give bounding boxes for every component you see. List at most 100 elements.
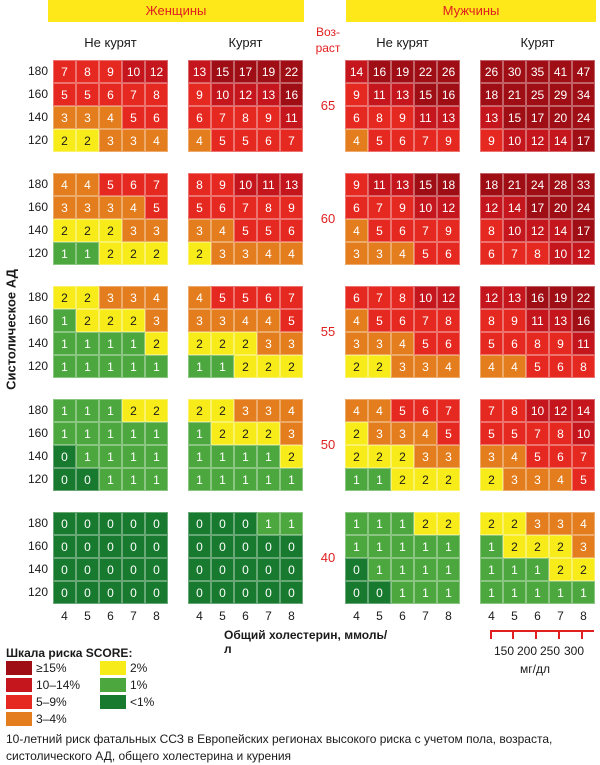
- risk-cell: 0: [99, 535, 122, 558]
- risk-cell: 1: [99, 332, 122, 355]
- risk-cell: 6: [99, 83, 122, 106]
- risk-cell: 1: [234, 468, 257, 491]
- men-banner: Мужчины: [346, 0, 596, 22]
- risk-cell: 2: [280, 355, 303, 378]
- chol-tick-label: 7: [130, 609, 137, 623]
- risk-cell: 2: [437, 468, 460, 491]
- risk-cell: 5: [437, 422, 460, 445]
- risk-cell: 0: [145, 558, 168, 581]
- chol-tick-label: 7: [557, 609, 564, 623]
- risk-cell: 12: [437, 286, 460, 309]
- risk-cell: 8: [503, 399, 526, 422]
- risk-cell: 25: [526, 83, 549, 106]
- risk-cell: 10: [234, 173, 257, 196]
- risk-cell: 3: [280, 422, 303, 445]
- risk-cell: 3: [480, 445, 503, 468]
- women-banner: Женщины: [48, 0, 304, 22]
- risk-cell: 2: [211, 332, 234, 355]
- women-smoke-header: Курят: [228, 35, 263, 50]
- bp-tick-label: 160: [27, 313, 48, 327]
- risk-cell: 1: [122, 422, 145, 445]
- chol-tick-label: 5: [84, 609, 91, 623]
- risk-cell: 5: [503, 422, 526, 445]
- risk-cell: 2: [437, 512, 460, 535]
- risk-cell: 10: [572, 422, 595, 445]
- risk-cell: 0: [234, 512, 257, 535]
- risk-cell: 4: [188, 129, 211, 152]
- risk-cell: 0: [211, 581, 234, 604]
- risk-cell: 0: [76, 581, 99, 604]
- risk-cell: 24: [572, 106, 595, 129]
- bp-tick-label: 120: [27, 359, 48, 373]
- risk-cell: 0: [345, 581, 368, 604]
- caption: 10-летний риск фатальных ССЗ в Европейск…: [6, 732, 553, 763]
- risk-cell: 1: [368, 468, 391, 491]
- risk-cell: 6: [122, 173, 145, 196]
- bp-tick-label: 120: [27, 472, 48, 486]
- risk-cell: 5: [280, 309, 303, 332]
- risk-cell: 34: [572, 83, 595, 106]
- risk-cell: 6: [437, 332, 460, 355]
- risk-cell: 7: [280, 129, 303, 152]
- risk-cell: 13: [391, 173, 414, 196]
- risk-cell: 1: [280, 512, 303, 535]
- risk-cell: 9: [437, 129, 460, 152]
- risk-cell: 2: [391, 468, 414, 491]
- risk-cell: 6: [280, 219, 303, 242]
- risk-cell: 1: [122, 332, 145, 355]
- risk-cell: 3: [391, 355, 414, 378]
- risk-cell: 5: [145, 196, 168, 219]
- risk-cell: 11: [414, 106, 437, 129]
- risk-cell: 3: [257, 399, 280, 422]
- risk-cell: 3: [53, 196, 76, 219]
- risk-cell: 1: [99, 355, 122, 378]
- age-label-65: 65: [320, 98, 336, 113]
- x-axis-label: Общий холестерин, ммоль/л: [224, 628, 388, 656]
- risk-cell: 3: [280, 332, 303, 355]
- risk-cell: 16: [572, 309, 595, 332]
- risk-cell: 6: [145, 106, 168, 129]
- bp-tick-label: 180: [27, 403, 48, 417]
- legend-label: ≥15%: [36, 661, 67, 675]
- risk-cell: 1: [257, 445, 280, 468]
- risk-cell: 8: [526, 242, 549, 265]
- risk-cell: 2: [211, 422, 234, 445]
- risk-cell: 12: [572, 242, 595, 265]
- bp-tick-label: 120: [27, 133, 48, 147]
- risk-cell: 1: [122, 355, 145, 378]
- risk-cell: 2: [53, 129, 76, 152]
- mg-tick-label: 150: [493, 644, 515, 658]
- mg-tick-mark: [558, 630, 560, 639]
- risk-cell: 2: [480, 512, 503, 535]
- risk-cell: 13: [503, 286, 526, 309]
- bp-tick-label: 120: [27, 246, 48, 260]
- risk-cell: 10: [122, 60, 145, 83]
- risk-cell: 2: [99, 309, 122, 332]
- risk-cell: 33: [572, 173, 595, 196]
- risk-cell: 4: [99, 106, 122, 129]
- risk-cell: 2: [368, 355, 391, 378]
- risk-cell: 0: [368, 581, 391, 604]
- risk-cell: 18: [480, 83, 503, 106]
- risk-cell: 2: [53, 286, 76, 309]
- legend-swatch: [6, 661, 32, 675]
- mg-tick-label: 250: [539, 644, 561, 658]
- risk-cell: 7: [53, 60, 76, 83]
- bp-tick-label: 140: [27, 336, 48, 350]
- risk-cell: 24: [526, 173, 549, 196]
- risk-cell: 8: [391, 286, 414, 309]
- risk-cell: 9: [257, 106, 280, 129]
- chol-tick-label: 6: [242, 609, 249, 623]
- risk-cell: 2: [280, 445, 303, 468]
- risk-cell: 2: [122, 242, 145, 265]
- risk-cell: 3: [368, 332, 391, 355]
- legend-swatch: [100, 678, 126, 692]
- risk-cell: 3: [211, 242, 234, 265]
- risk-cell: 15: [414, 83, 437, 106]
- risk-cell: 4: [145, 286, 168, 309]
- risk-cell: 4: [391, 242, 414, 265]
- risk-cell: 1: [76, 422, 99, 445]
- risk-cell: 3: [345, 332, 368, 355]
- men-nonsmoke-header: Не курят: [376, 35, 429, 50]
- risk-cell: 1: [76, 242, 99, 265]
